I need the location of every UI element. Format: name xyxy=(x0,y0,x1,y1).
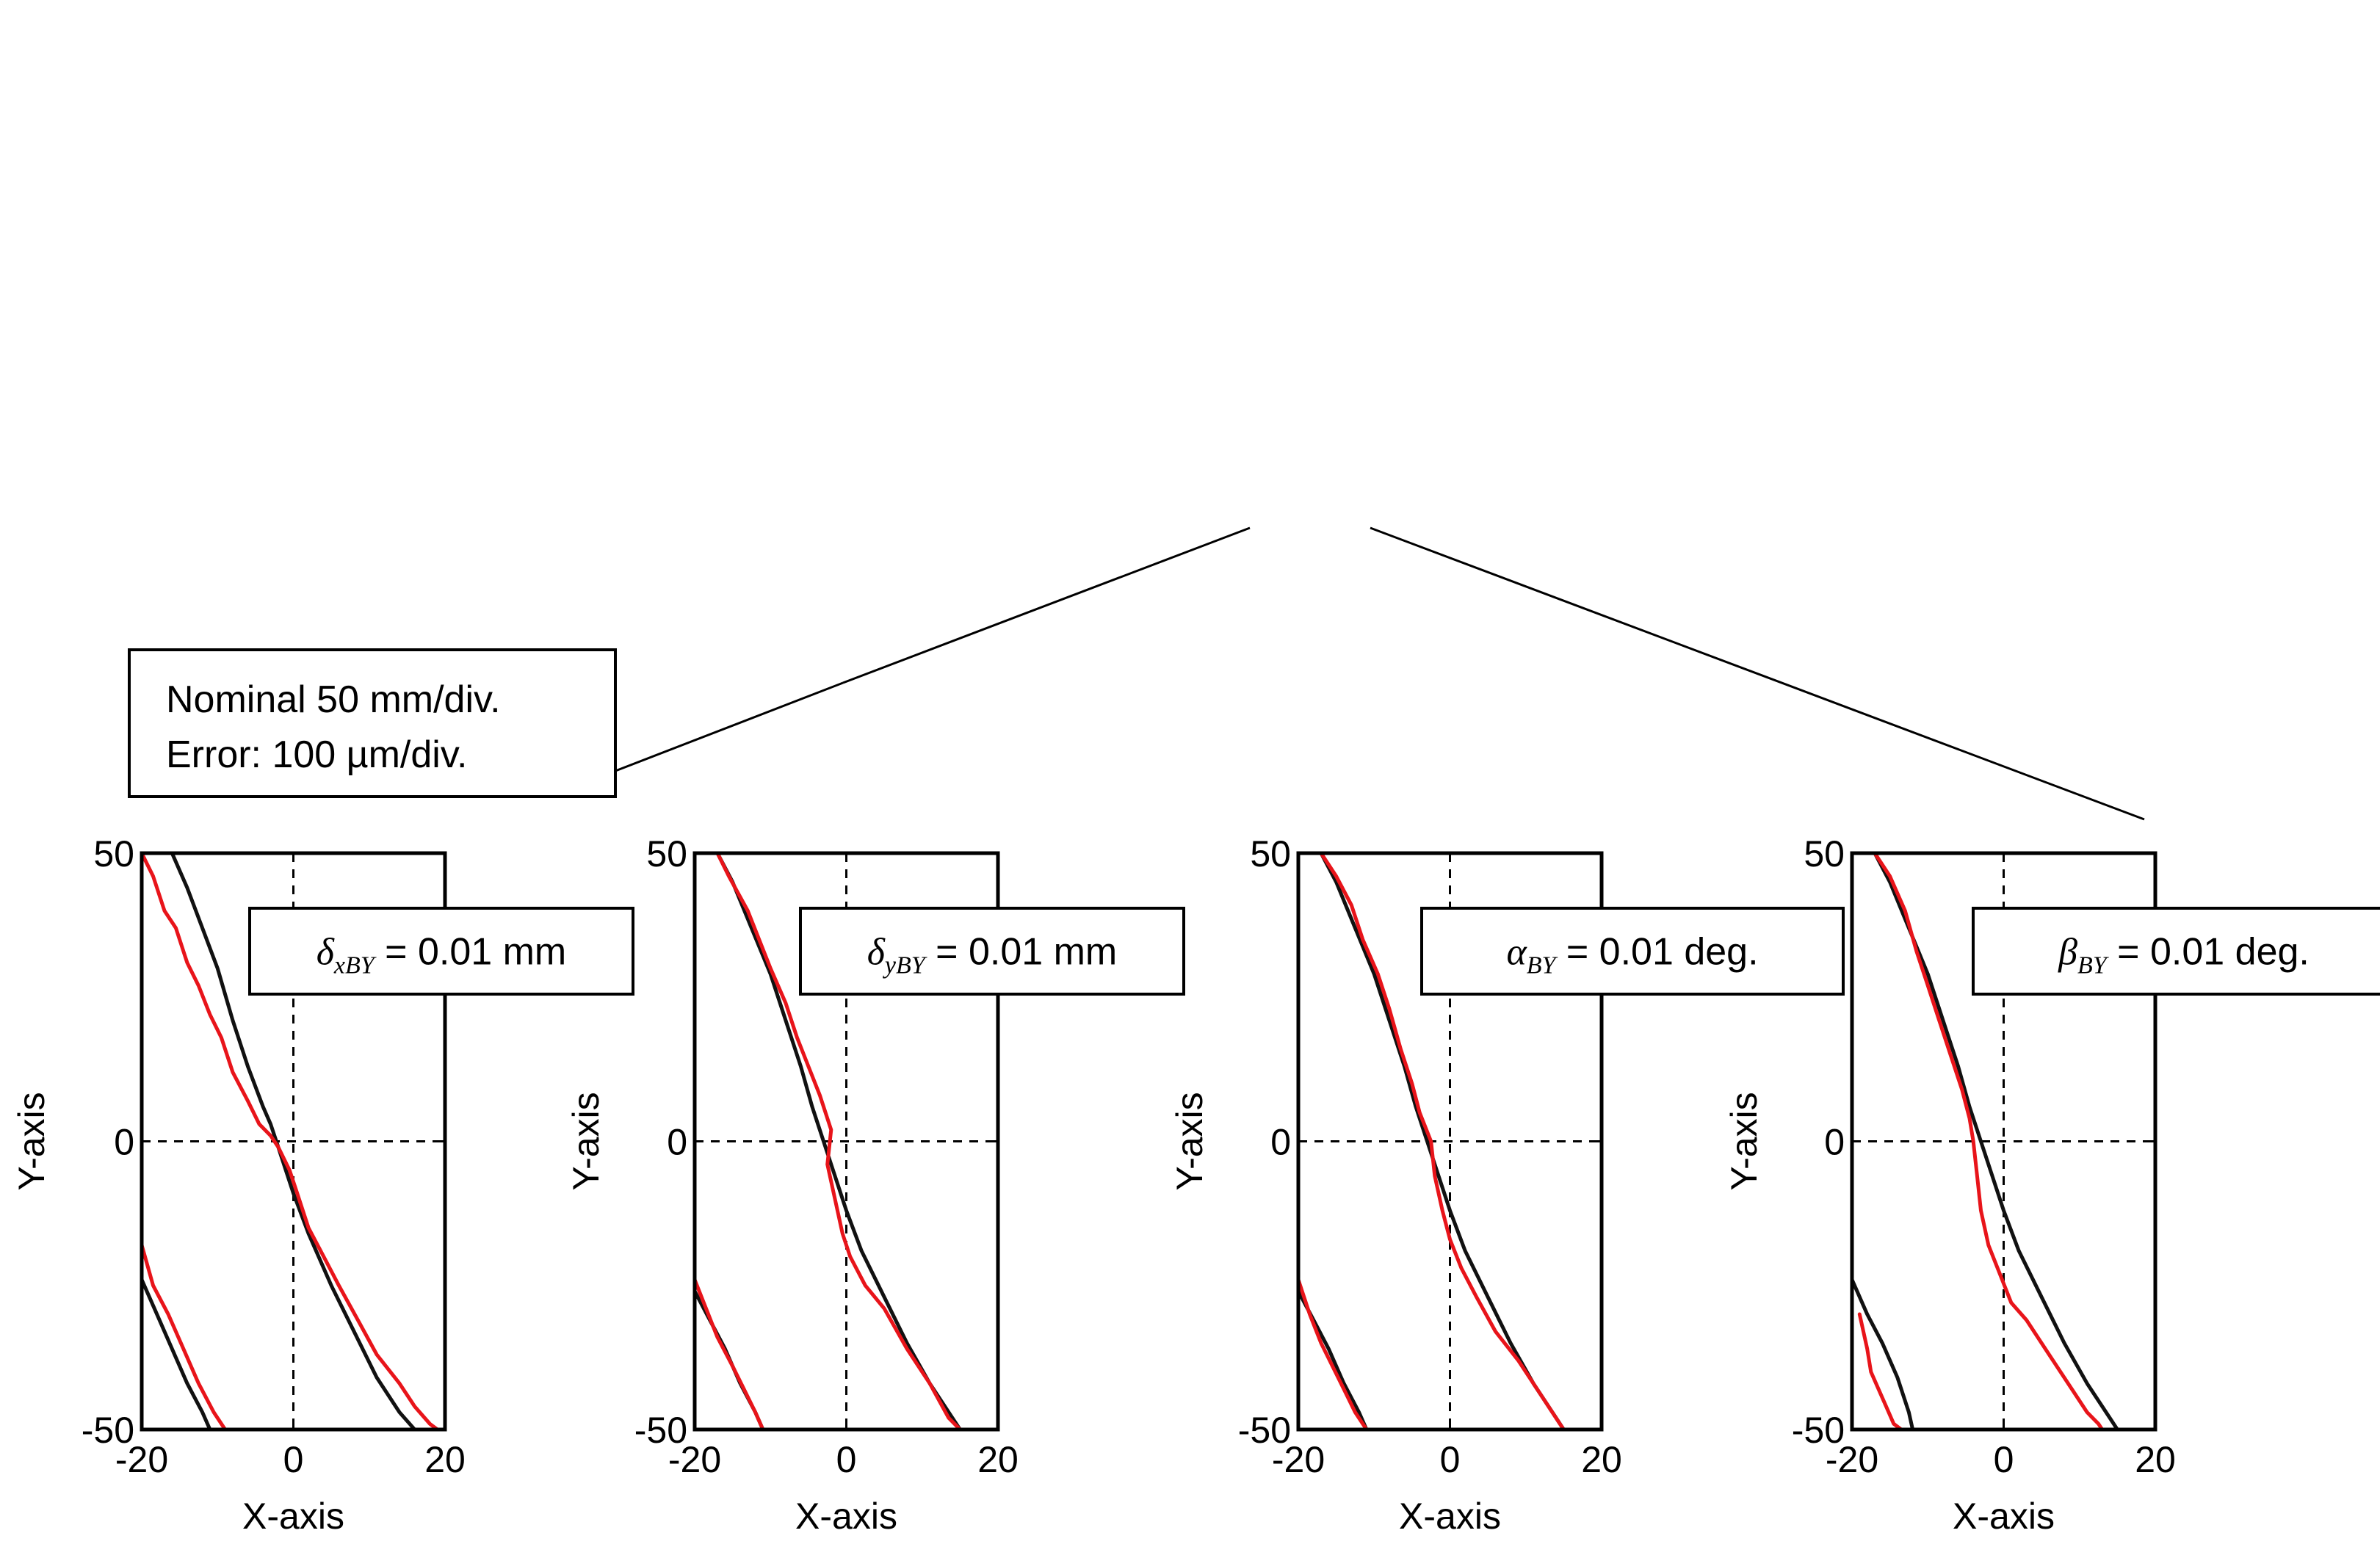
parameter-symbol: δ xyxy=(317,932,335,974)
x-tick-label: 20 xyxy=(424,1439,466,1480)
series-measured-inner xyxy=(692,1278,765,1432)
parameter-box xyxy=(248,907,634,996)
y-tick-label: 0 xyxy=(1824,1122,1845,1163)
y-axis-label: Y-axis xyxy=(1723,1092,1765,1190)
y-tick-label: -50 xyxy=(82,1410,134,1451)
parameter-subscript: BY xyxy=(2077,952,2109,979)
series-measured xyxy=(1319,851,1566,1432)
note-box-frame xyxy=(128,648,617,798)
series-measured-inner xyxy=(140,1243,228,1432)
x-tick-label: -20 xyxy=(1272,1439,1325,1480)
x-tick-label: 20 xyxy=(2135,1439,2176,1480)
x-tick-label: -20 xyxy=(115,1439,168,1480)
connector-left xyxy=(842,526,1251,684)
y-tick-label: 0 xyxy=(1270,1122,1291,1163)
x-tick-label: 20 xyxy=(1581,1439,1622,1480)
y-tick-label: 50 xyxy=(1250,833,1291,874)
series-nominal-inner xyxy=(1850,1278,1915,1432)
parameter-label: δxBY = 0.01 mm xyxy=(317,931,567,979)
parameter-value: = 0.01 mm xyxy=(925,931,1118,974)
parameter-label: αBY = 0.01 deg. xyxy=(1506,931,1758,979)
connector-note xyxy=(615,681,844,772)
parameter-subscript: xBY xyxy=(333,952,377,979)
note-line-1: Nominal 50 mm/div. xyxy=(166,678,501,721)
y-axis-label: Y-axis xyxy=(11,1092,52,1190)
x-tick-label: 0 xyxy=(1440,1439,1461,1480)
note-box: Nominal 50 mm/div. Error: 100 µm/div. xyxy=(128,648,617,798)
y-tick-label: 50 xyxy=(1804,833,1845,874)
subplot-beta: -20 0 20 -50 0 50 X-axis Y-axis βBY = 0.01 deg. xyxy=(1723,833,2380,1537)
series-measured-inner xyxy=(1857,1312,1903,1432)
x-tick-label: 0 xyxy=(283,1439,304,1480)
series-measured xyxy=(715,851,962,1432)
subplot-delta-y: -20 0 20 -50 0 50 X-axis Y-axis δyBY = 0.01 mm xyxy=(565,833,1185,1537)
x-tick-label: 20 xyxy=(977,1439,1019,1480)
y-tick-label: 0 xyxy=(667,1122,687,1163)
parameter-box xyxy=(1420,907,1845,996)
y-tick-label: 50 xyxy=(93,833,134,874)
parameter-box xyxy=(799,907,1185,996)
parameter-symbol: β xyxy=(2058,932,2077,974)
parameter-symbol: δ xyxy=(867,932,886,974)
y-axis-label: Y-axis xyxy=(565,1092,607,1190)
series-measured xyxy=(1873,851,2105,1432)
x-tick-label: -20 xyxy=(1826,1439,1878,1480)
x-axis-label: X-axis xyxy=(795,1496,897,1537)
parameter-value: = 0.01 deg. xyxy=(2107,931,2310,974)
y-tick-label: 50 xyxy=(646,833,687,874)
x-tick-label: 0 xyxy=(1994,1439,2014,1480)
x-tick-label: -20 xyxy=(668,1439,721,1480)
y-tick-label: -50 xyxy=(1238,1410,1291,1451)
x-axis-label: X-axis xyxy=(242,1496,344,1537)
parameter-value: = 0.01 deg. xyxy=(1555,931,1758,974)
series-measured xyxy=(140,851,440,1432)
series-measured-inner xyxy=(1296,1278,1369,1432)
parameter-subscript: BY xyxy=(1527,952,1558,979)
note-line-2: Error: 100 µm/div. xyxy=(166,733,467,776)
parameter-label: δyBY = 0.01 mm xyxy=(867,931,1118,979)
x-axis-label: X-axis xyxy=(1953,1496,2055,1537)
subplot-alpha: -20 0 20 -50 0 50 X-axis Y-axis αBY = 0.01 deg. xyxy=(1169,833,1845,1537)
parameter-label: βBY = 0.01 deg. xyxy=(2058,931,2310,979)
y-tick-label: -50 xyxy=(634,1410,687,1451)
zoom-connectors xyxy=(615,526,2145,821)
y-tick-label: 0 xyxy=(114,1122,134,1163)
parameter-subscript: yBY xyxy=(883,952,927,979)
y-axis-label: Y-axis xyxy=(1169,1092,1210,1190)
series-nominal-inner xyxy=(140,1278,212,1432)
subplot-delta-x: -20 0 20 -50 0 50 X-axis Y-axis δxBY = 0.01 mm xyxy=(11,833,634,1537)
y-tick-label: -50 xyxy=(1792,1410,1845,1451)
parameter-box xyxy=(1972,907,2380,996)
connector-right xyxy=(1370,526,2145,821)
parameter-symbol: α xyxy=(1506,932,1527,974)
parameter-value: = 0.01 mm xyxy=(375,931,567,974)
x-tick-label: 0 xyxy=(836,1439,857,1480)
x-axis-label: X-axis xyxy=(1399,1496,1501,1537)
